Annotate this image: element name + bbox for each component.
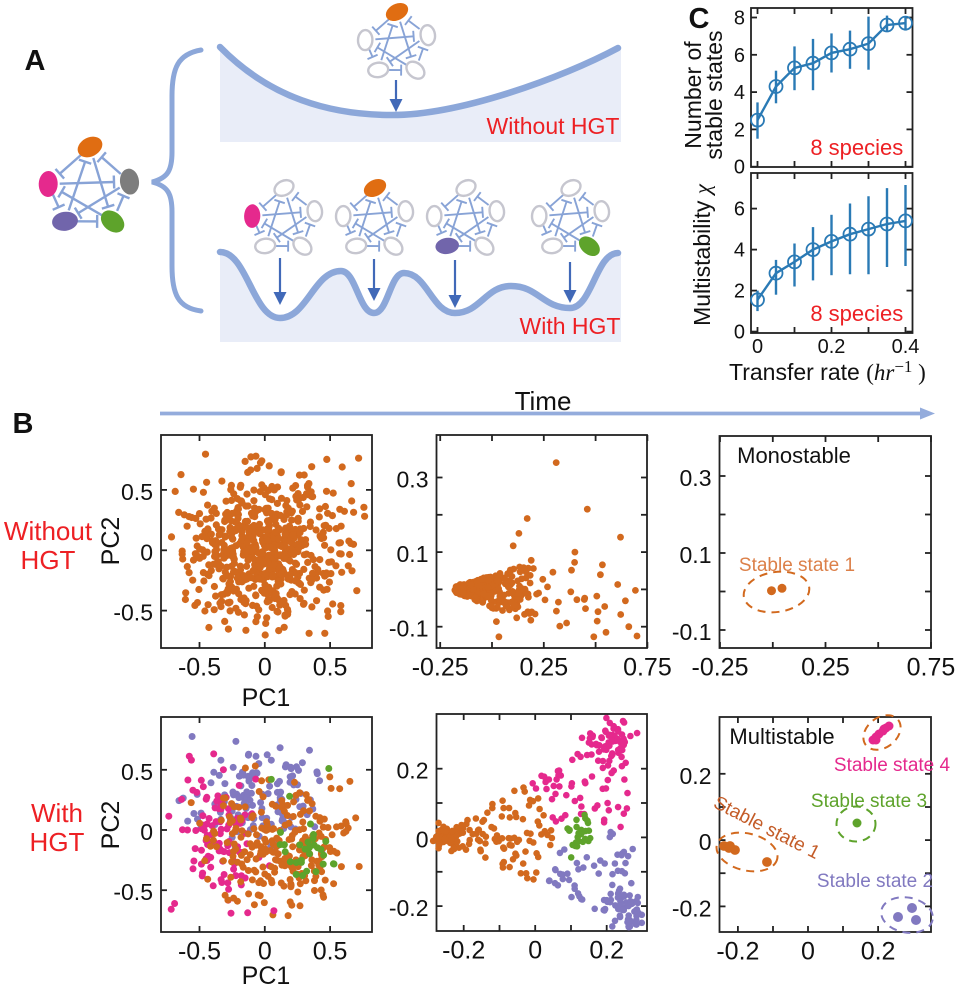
svg-text:stable states: stable states [701,30,727,159]
svg-text:0.25: 0.25 [801,654,850,682]
svg-text:PC2: PC2 [97,517,125,566]
svg-text:4: 4 [734,82,745,104]
svg-text:HGT: HGT [21,545,76,575]
svg-text:-0.2: -0.2 [716,938,759,966]
svg-text:-0.2: -0.2 [442,937,485,965]
svg-text:-0.1: -0.1 [672,619,712,645]
svg-text:0: 0 [416,826,429,852]
svg-text:0.1: 0.1 [397,541,429,567]
svg-text:0.1: 0.1 [680,542,712,568]
svg-text:Time: Time [515,386,572,416]
svg-text:HGT: HGT [30,827,85,857]
svg-text:6: 6 [734,45,745,67]
svg-text:C: C [689,3,710,35]
svg-text:Monostable: Monostable [737,443,851,468]
svg-text:0.5: 0.5 [313,938,348,966]
svg-text:0.2: 0.2 [818,336,846,358]
svg-text:PC1: PC1 [242,962,291,990]
svg-text:0.5: 0.5 [121,759,153,785]
svg-text:B: B [13,408,34,440]
svg-text:8 species: 8 species [810,135,903,160]
svg-text:8: 8 [734,8,745,30]
svg-text:0: 0 [140,819,153,845]
svg-text:-0.25: -0.25 [692,654,749,682]
svg-text:A: A [25,45,46,77]
svg-text:0.2: 0.2 [397,758,429,784]
svg-text:Without: Without [4,516,93,546]
svg-text:With HGT: With HGT [520,313,621,339]
svg-text:-0.2: -0.2 [672,895,712,921]
svg-text:Stable state 2: Stable state 2 [817,871,933,892]
svg-text:-0.5: -0.5 [113,600,153,626]
svg-text:0.25: 0.25 [519,654,568,682]
svg-text:-0.2: -0.2 [389,895,429,921]
svg-text:Multistability χ: Multistability χ [689,183,715,326]
svg-text:With: With [31,798,83,828]
svg-text:0.5: 0.5 [313,654,348,682]
svg-text:0.75: 0.75 [623,654,672,682]
svg-text:6: 6 [734,199,745,221]
svg-text:0.4: 0.4 [892,336,920,358]
svg-text:-0.25: -0.25 [412,654,469,682]
svg-text:0: 0 [258,654,272,682]
svg-text:0.2: 0.2 [680,763,712,789]
svg-text:-0.1: -0.1 [389,616,429,642]
svg-text:Stable state 1: Stable state 1 [739,555,855,576]
svg-text:0: 0 [528,937,542,965]
svg-text:0.2: 0.2 [861,938,896,966]
svg-text:PC2: PC2 [97,801,125,850]
svg-text:0.75: 0.75 [907,654,956,682]
svg-text:0: 0 [699,829,712,855]
svg-text:-0.5: -0.5 [178,938,221,966]
svg-text:Stable state 4: Stable state 4 [834,755,951,776]
svg-text:PC1: PC1 [242,684,291,712]
svg-text:0: 0 [734,322,745,344]
svg-text:-0.5: -0.5 [113,879,153,905]
svg-text:4: 4 [734,240,745,262]
svg-text:Multistable: Multistable [729,724,834,749]
svg-text:-0.5: -0.5 [178,654,221,682]
svg-text:0.2: 0.2 [589,937,624,965]
svg-text:2: 2 [734,119,745,141]
svg-text:0: 0 [734,157,745,179]
svg-text:0.3: 0.3 [397,467,429,493]
svg-text:8 species: 8 species [810,301,903,326]
svg-text:Stable state 3: Stable state 3 [811,791,927,812]
svg-text:0: 0 [801,938,815,966]
svg-text:2: 2 [734,281,745,303]
svg-text:0.3: 0.3 [680,465,712,491]
svg-text:0: 0 [140,539,153,565]
svg-text:Without HGT: Without HGT [487,113,620,139]
svg-text:0.5: 0.5 [121,479,153,505]
svg-text:0: 0 [752,336,763,358]
